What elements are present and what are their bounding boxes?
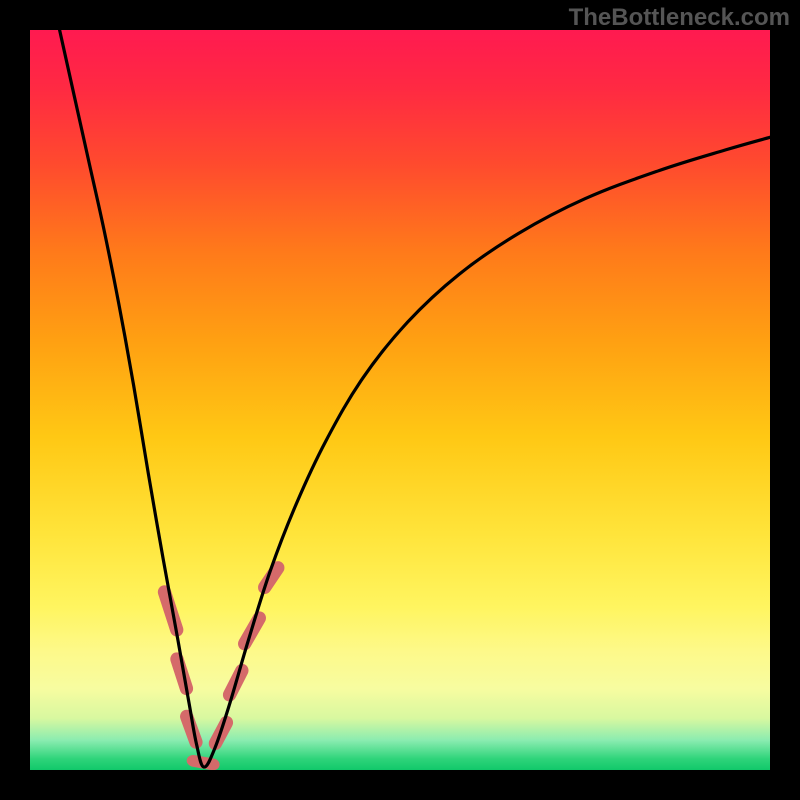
watermark-label: TheBottleneck.com [569, 4, 790, 32]
plot-area [30, 30, 770, 770]
curve-svg [30, 30, 770, 770]
bottleneck-curve [60, 30, 770, 767]
marker-group [156, 559, 287, 770]
chart-container: TheBottleneck.com [0, 0, 800, 800]
